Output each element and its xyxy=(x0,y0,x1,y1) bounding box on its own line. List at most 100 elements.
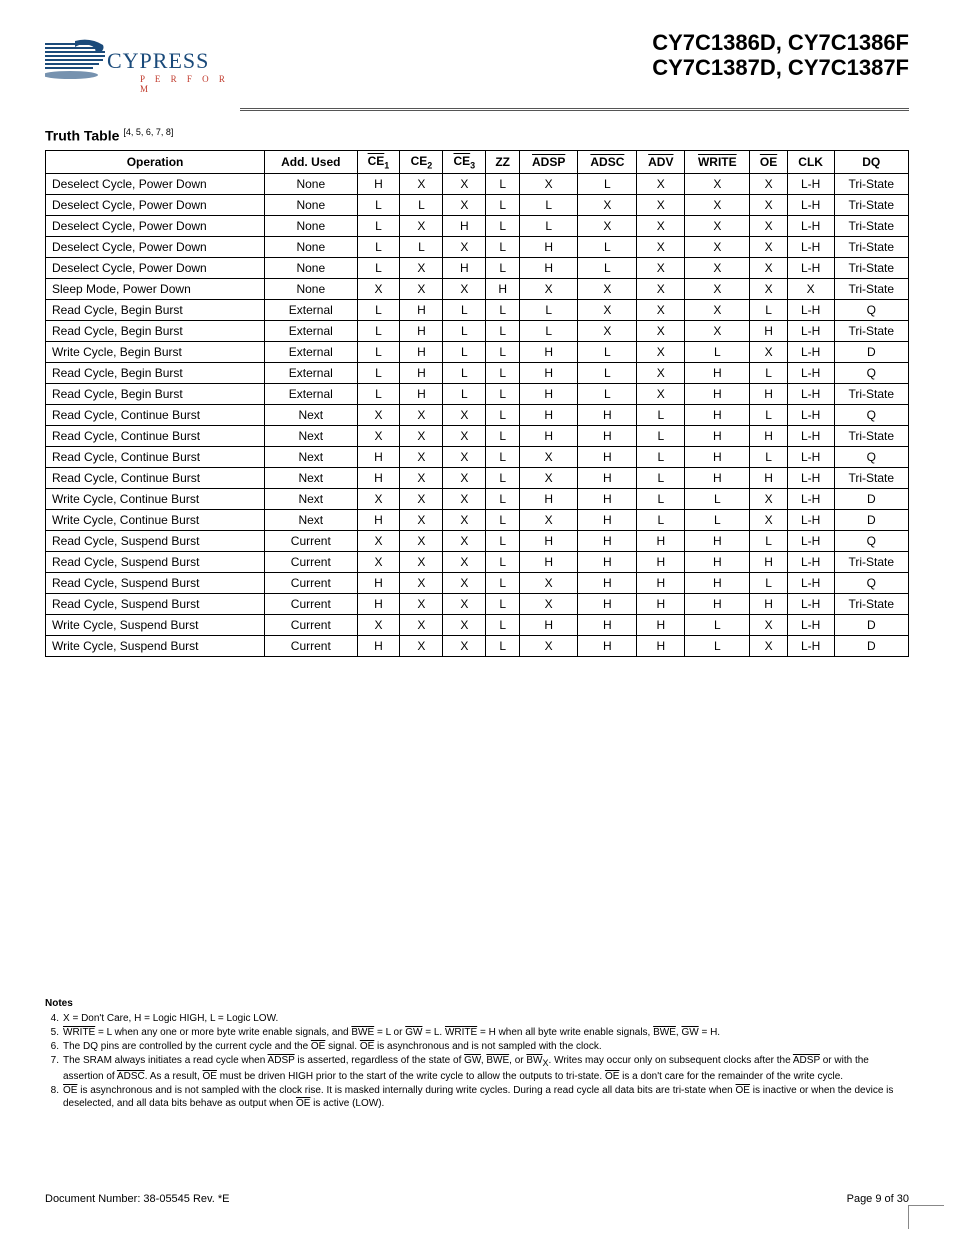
cell-value: None xyxy=(265,216,357,237)
cell-value: Current xyxy=(265,636,357,657)
cell-value: H xyxy=(400,300,443,321)
cell-value: X xyxy=(400,615,443,636)
cell-value: H xyxy=(685,363,750,384)
cell-value: X xyxy=(520,468,578,489)
cell-value: L-H xyxy=(787,174,834,195)
cell-value: Q xyxy=(834,405,908,426)
cell-value: Next xyxy=(265,447,357,468)
cell-operation: Sleep Mode, Power Down xyxy=(46,279,265,300)
cell-value: D xyxy=(834,342,908,363)
cell-value: H xyxy=(578,405,637,426)
footnote: 5.WRITE = L when any one or more byte wr… xyxy=(45,1026,909,1039)
cell-value: L xyxy=(357,216,400,237)
cell-value: X xyxy=(750,237,787,258)
cell-value: H xyxy=(520,426,578,447)
cell-operation: Read Cycle, Continue Burst xyxy=(46,447,265,468)
cell-value: Tri-State xyxy=(834,321,908,342)
table-row: Write Cycle, Continue BurstNextHXXLXHLLX… xyxy=(46,510,909,531)
cell-value: X xyxy=(400,174,443,195)
document-page: CYPRESS P E R F O R M CY7C1386D, CY7C138… xyxy=(0,0,954,1235)
cell-value: X xyxy=(357,426,400,447)
footnote-text: WRITE = L when any one or more byte writ… xyxy=(63,1026,909,1039)
cell-value: None xyxy=(265,174,357,195)
cell-value: X xyxy=(443,237,486,258)
cell-value: L xyxy=(520,321,578,342)
cell-value: X xyxy=(400,552,443,573)
table-row: Read Cycle, Begin BurstExternalLHLLLXXXH… xyxy=(46,321,909,342)
logo-text: CYPRESS xyxy=(107,48,209,74)
cell-value: L xyxy=(685,615,750,636)
cell-value: X xyxy=(443,279,486,300)
cell-value: H xyxy=(685,447,750,468)
cell-value: L xyxy=(750,363,787,384)
cell-value: Tri-State xyxy=(834,552,908,573)
cell-value: X xyxy=(750,279,787,300)
cell-value: Tri-State xyxy=(834,195,908,216)
footnote-number: 6. xyxy=(45,1040,63,1053)
cell-value: H xyxy=(637,594,685,615)
cell-value: X xyxy=(685,195,750,216)
cell-value: L-H xyxy=(787,636,834,657)
cell-value: Next xyxy=(265,426,357,447)
cell-operation: Write Cycle, Continue Burst xyxy=(46,489,265,510)
cell-operation: Read Cycle, Continue Burst xyxy=(46,468,265,489)
cell-value: H xyxy=(520,363,578,384)
cell-value: H xyxy=(637,531,685,552)
cell-value: H xyxy=(357,447,400,468)
section-title: Truth Table [4, 5, 6, 7, 8] xyxy=(45,127,909,144)
cell-value: L xyxy=(578,363,637,384)
column-header: ADSC xyxy=(578,150,637,173)
cell-value: X xyxy=(637,237,685,258)
cell-value: Tri-State xyxy=(834,216,908,237)
cell-value: L-H xyxy=(787,594,834,615)
cell-operation: Read Cycle, Suspend Burst xyxy=(46,531,265,552)
cell-value: X xyxy=(520,279,578,300)
cell-operation: Read Cycle, Continue Burst xyxy=(46,405,265,426)
cell-value: L-H xyxy=(787,216,834,237)
cell-operation: Read Cycle, Begin Burst xyxy=(46,321,265,342)
cell-value: H xyxy=(685,531,750,552)
cell-operation: Read Cycle, Begin Burst xyxy=(46,363,265,384)
cell-value: X xyxy=(578,279,637,300)
cell-value: L xyxy=(357,363,400,384)
cell-value: X xyxy=(357,615,400,636)
cell-value: Tri-State xyxy=(834,468,908,489)
cell-value: X xyxy=(357,279,400,300)
column-header: OE xyxy=(750,150,787,173)
column-header: CE1 xyxy=(357,150,400,173)
cell-value: External xyxy=(265,300,357,321)
cell-value: L xyxy=(750,300,787,321)
cell-value: L xyxy=(357,300,400,321)
cell-value: H xyxy=(357,510,400,531)
cell-value: H xyxy=(685,594,750,615)
cell-value: L xyxy=(486,426,520,447)
cell-value: L xyxy=(357,384,400,405)
footnote-number: 7. xyxy=(45,1054,63,1083)
cell-value: X xyxy=(400,405,443,426)
column-header: DQ xyxy=(834,150,908,173)
cell-value: H xyxy=(578,636,637,657)
footnote-text: The DQ pins are controlled by the curren… xyxy=(63,1040,909,1053)
column-header: WRITE xyxy=(685,150,750,173)
footnote: 7.The SRAM always initiates a read cycle… xyxy=(45,1054,909,1083)
cell-value: X xyxy=(637,258,685,279)
cell-value: H xyxy=(578,510,637,531)
table-row: Read Cycle, Continue BurstNextXXXLHHLHHL… xyxy=(46,426,909,447)
cell-value: H xyxy=(578,552,637,573)
footnote-number: 4. xyxy=(45,1012,63,1025)
cell-value: L xyxy=(486,510,520,531)
cell-value: X xyxy=(685,321,750,342)
cell-value: H xyxy=(578,573,637,594)
cell-value: X xyxy=(443,615,486,636)
cell-value: X xyxy=(750,216,787,237)
table-row: Deselect Cycle, Power DownNoneLLXLHLXXXL… xyxy=(46,237,909,258)
table-row: Deselect Cycle, Power DownNoneHXXLXLXXXL… xyxy=(46,174,909,195)
cell-value: X xyxy=(520,174,578,195)
cell-value: H xyxy=(637,552,685,573)
cell-value: H xyxy=(520,342,578,363)
table-row: Write Cycle, Continue BurstNextXXXLHHLLX… xyxy=(46,489,909,510)
cell-value: Tri-State xyxy=(834,594,908,615)
cell-value: H xyxy=(750,321,787,342)
cell-value: Tri-State xyxy=(834,426,908,447)
cell-value: X xyxy=(443,552,486,573)
